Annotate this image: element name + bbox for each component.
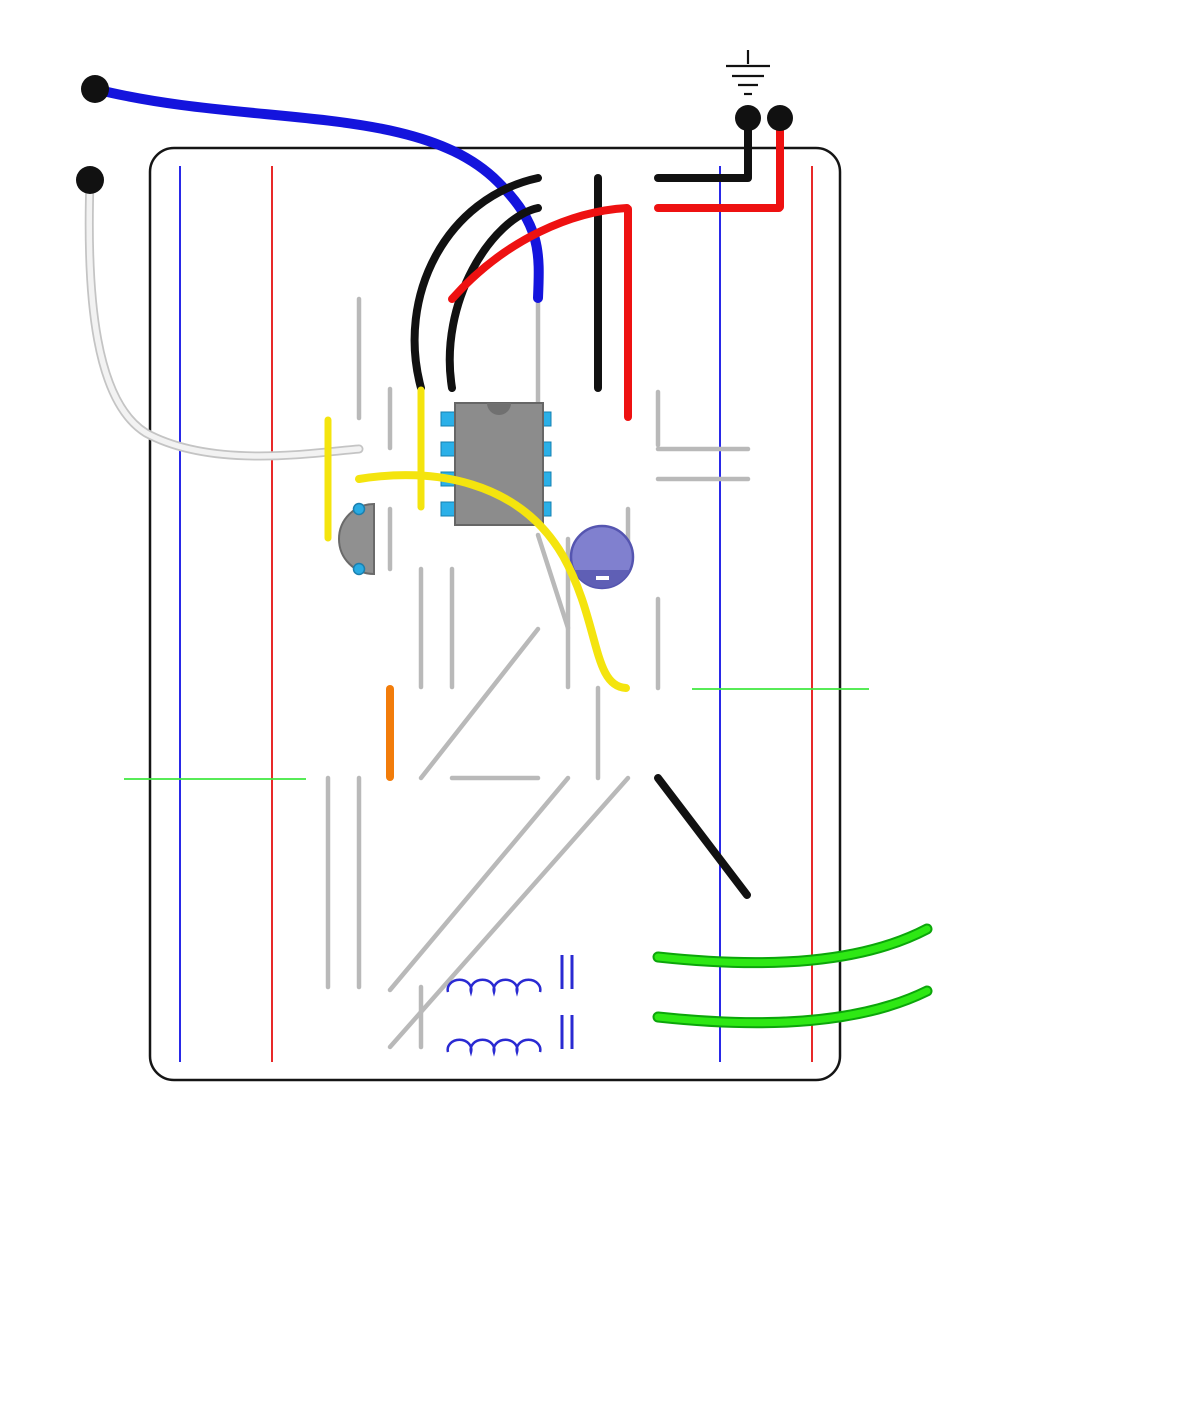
annotation-lines — [124, 688, 869, 780]
black-curve-wire-a[interactable] — [410, 174, 542, 392]
black-diagonal-wire[interactable] — [654, 774, 751, 899]
black-curve-wire-b[interactable] — [445, 204, 542, 392]
polyfuse-2[interactable] — [560, 1015, 574, 1049]
ic-notch — [487, 403, 511, 415]
r6-lead — [418, 626, 541, 781]
gnd-pad[interactable] — [735, 105, 761, 131]
power-rail-lines — [179, 166, 813, 1062]
ems-bus-wire-1[interactable] — [654, 925, 931, 967]
d2-lead — [387, 775, 571, 993]
t2-pin-bottom — [352, 562, 366, 576]
capacitor-c8[interactable] — [569, 524, 635, 590]
red-curve-wire[interactable] — [448, 204, 631, 303]
breadboard-body — [148, 146, 842, 1082]
ic-lm393n[interactable] — [440, 402, 552, 526]
transistor-t2[interactable] — [338, 502, 375, 576]
yellow-curve-wire[interactable] — [355, 471, 630, 692]
ground-symbol — [726, 50, 770, 96]
c8-minus-mark — [596, 576, 609, 580]
l1-coil — [446, 978, 542, 997]
rx-pad[interactable] — [81, 75, 109, 103]
tx-pad[interactable] — [76, 166, 104, 194]
inductor-l2[interactable] — [446, 1038, 542, 1057]
r10-lead — [535, 532, 571, 631]
polyfuse-1[interactable] — [560, 955, 574, 989]
tx-wire[interactable] — [86, 177, 362, 459]
rx-wire[interactable] — [90, 84, 544, 303]
v33-pad[interactable] — [767, 105, 793, 131]
t2-pin-top — [352, 502, 366, 516]
inductor-l1[interactable] — [446, 978, 542, 997]
l2-coil — [446, 1038, 542, 1057]
ic-body — [454, 402, 544, 526]
ems-bus-wire-2[interactable] — [654, 987, 931, 1027]
d4-lead — [387, 775, 631, 1050]
